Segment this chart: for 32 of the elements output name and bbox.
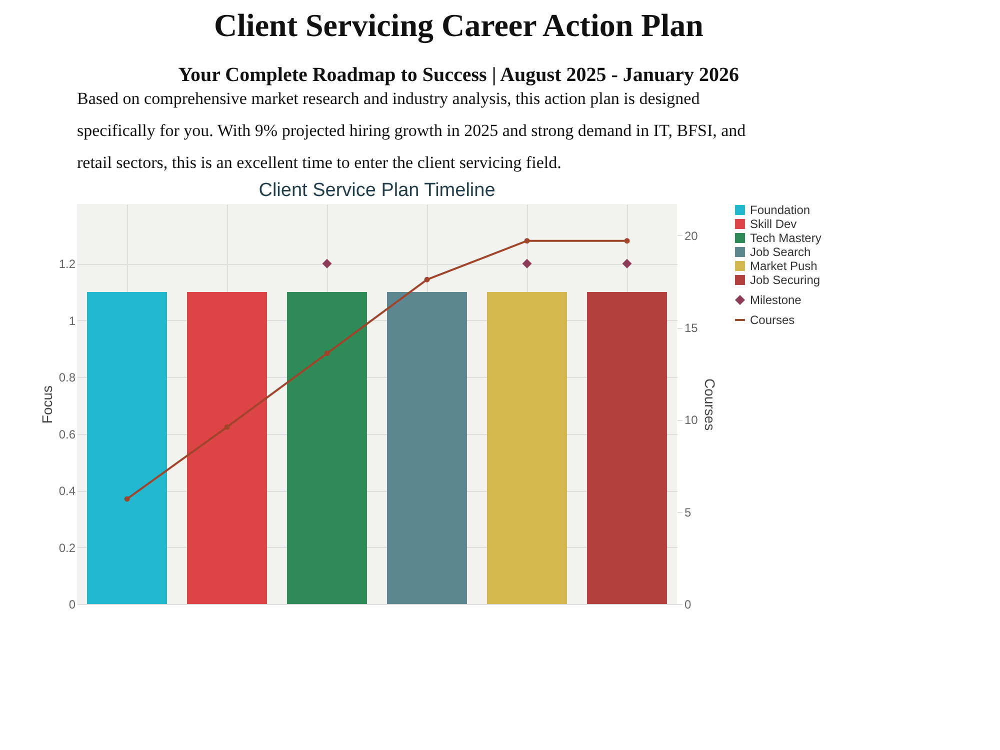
y-tick-label: 0.2 [58, 540, 76, 555]
y2-tick-label: 15 [684, 321, 698, 335]
text: Based on comprehensive market research and industry analysis, this action plan is designed specifically for you. With 9% projected hiring growth in 2025 and strong demand in IT, BFSI, and retail sectors, this is an excellent time to enter the client servicing field. [77, 89, 746, 172]
legend-label: Job Search [750, 245, 811, 259]
y2-tick-label: 10 [684, 413, 698, 428]
y-tick-label: 1 [68, 314, 76, 328]
chart-title: Client Servicing Career Action Plan [214, 7, 704, 44]
y2-axis-title: Courses [702, 378, 718, 431]
y2-tick-label: 20 [684, 228, 698, 243]
legend-label: Skill Dev [750, 217, 797, 231]
legend-label: Milestone [750, 293, 802, 307]
y-tick-label: 0.4 [58, 484, 76, 498]
chart-subtitle: Your Complete Roadmap to Success | August 2025 - January 2026 [178, 64, 740, 86]
point [124, 496, 130, 502]
legend-label: Market Push [750, 259, 818, 273]
point [424, 276, 430, 282]
legend-label: Job Securing [750, 273, 820, 287]
point [324, 350, 330, 356]
legend-label: Tech Mastery [750, 231, 822, 245]
point [224, 424, 230, 430]
legend-label: Foundation [750, 203, 810, 217]
y-tick-label: 0 [68, 598, 76, 612]
y2-tick-label: 0 [684, 598, 692, 612]
y2-tick-label: 5 [684, 505, 692, 520]
y-tick-label: 0.8 [58, 370, 76, 385]
y-tick-label: 0.6 [58, 427, 76, 442]
legend-label: Courses [750, 313, 795, 327]
point [624, 238, 630, 244]
y-axis-title: Focus [38, 385, 55, 424]
text: Client Service Plan Timeline [258, 180, 496, 201]
y-tick-label: 1.2 [58, 257, 76, 272]
point [524, 238, 530, 244]
